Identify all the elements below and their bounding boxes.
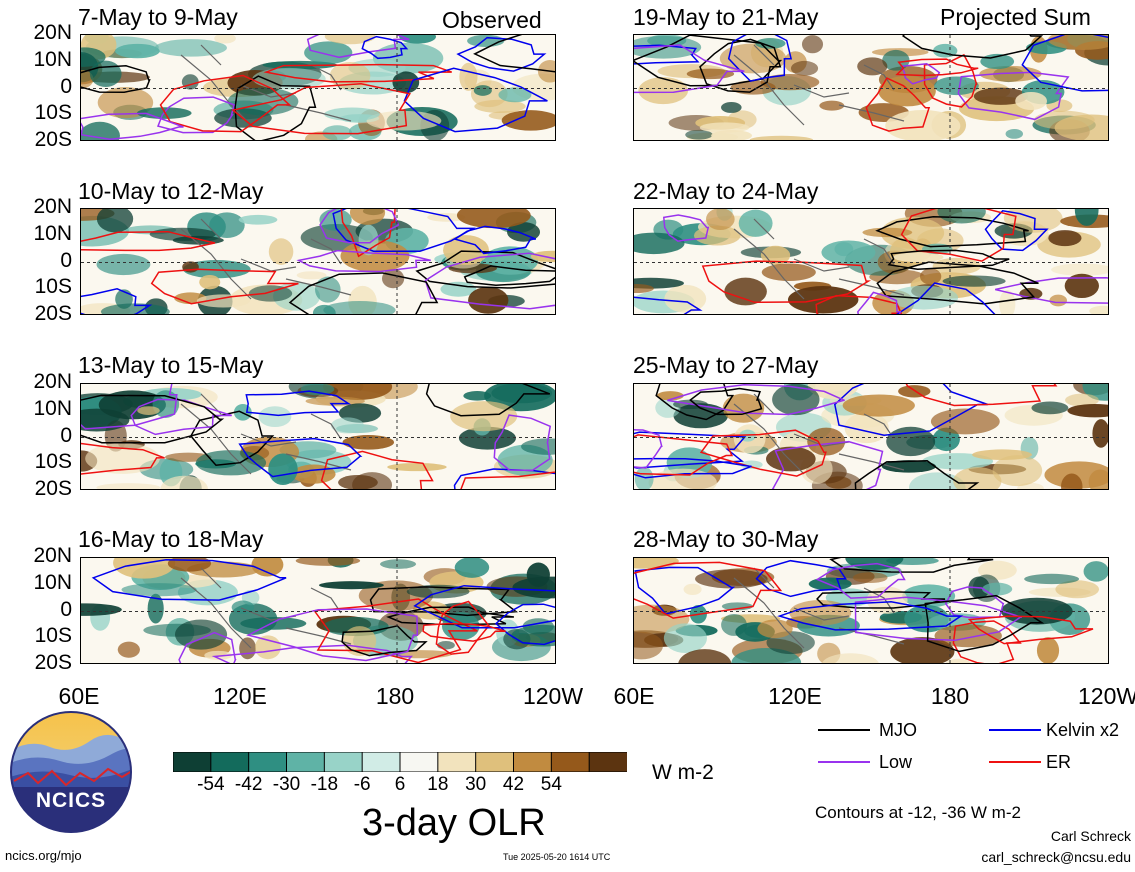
legend-label-low: Low <box>879 752 913 772</box>
observed-olr-map-3 <box>80 383 556 490</box>
lat-label: 10S <box>34 101 72 125</box>
logo-text: NCICS <box>35 789 107 812</box>
colorbar-swatch <box>399 752 439 772</box>
panel-title-obs-3: 13-May to 15-May <box>78 352 264 378</box>
contour-note: Contours at -12, -36 W m-2 <box>815 803 1021 822</box>
colorbar-swatch <box>550 752 591 772</box>
panel-title-obs-1: 7-May to 9-May <box>78 4 238 30</box>
lat-label: 10N <box>33 47 72 71</box>
colorbar-swatch <box>323 752 364 772</box>
lat-label: 20S <box>34 128 72 151</box>
colorbar-tick-label: 30 <box>465 774 487 795</box>
colorbar-tick-label: -30 <box>272 774 301 795</box>
legend-label-er: ER <box>1046 752 1072 772</box>
lat-label: 10S <box>34 624 72 648</box>
projected-olr-map-1 <box>633 34 1109 141</box>
colorbar-swatch <box>475 752 515 772</box>
lat-label: 10N <box>33 570 72 594</box>
lat-label: 20N <box>33 195 72 218</box>
colorbar-units: W m-2 <box>652 761 714 784</box>
observed-olr-map-2 <box>80 208 556 315</box>
colorbar-tick-label: -18 <box>310 774 339 795</box>
lon-label-right-2: 180 <box>930 683 970 709</box>
panel-title-obs-4: 16-May to 18-May <box>78 526 264 552</box>
lat-label: 20N <box>33 21 72 44</box>
lon-label-right-0: 60E <box>613 683 655 709</box>
lat-label: 20S <box>34 302 72 325</box>
colorbar-swatch <box>513 752 553 772</box>
colorbar-swatch <box>210 752 250 772</box>
olr-colorbar <box>173 752 627 772</box>
lon-label-left-3: 120W <box>522 683 584 709</box>
colorbar-tick-label: 54 <box>540 774 562 795</box>
projected-olr-map-2 <box>633 208 1109 315</box>
contour-legend: MJO Low Kelvin x2 ER <box>815 716 1135 786</box>
lat-label: 20N <box>33 544 72 567</box>
observed-olr-map-4 <box>80 557 556 664</box>
lat-label: 10N <box>33 221 72 245</box>
lon-label-left-1: 120E <box>213 683 267 709</box>
panel-title-obs-2: 10-May to 12-May <box>78 178 264 204</box>
colorbar-tick-label: 42 <box>502 774 525 795</box>
observed-olr-map-1 <box>80 34 556 141</box>
lon-label-left-0: 60E <box>58 683 100 709</box>
observed-label: Observed <box>442 7 542 33</box>
colorbar-tick-label: 6 <box>394 774 406 795</box>
colorbar-swatch <box>248 752 288 772</box>
projected-olr-map-4 <box>633 557 1109 664</box>
legend-label-kelvin: Kelvin x2 <box>1046 720 1120 740</box>
colorbar-swatch <box>173 752 212 772</box>
footer-url: ncics.org/mjo <box>5 848 82 863</box>
lat-label: 0 <box>60 248 72 272</box>
panel-title-proj-3: 25-May to 27-May <box>633 352 819 378</box>
panel-title-proj-4: 28-May to 30-May <box>633 526 819 552</box>
lat-label: 20S <box>34 477 72 500</box>
lat-label: 10S <box>34 275 72 299</box>
colorbar-swatch <box>437 752 477 772</box>
footer-email: carl_schreck@ncsu.edu <box>981 849 1131 865</box>
lat-label: 10N <box>33 396 72 420</box>
colorbar-swatch <box>588 752 627 772</box>
ncics-logo: NCICS <box>10 711 132 833</box>
projected-olr-map-3 <box>633 383 1109 490</box>
lat-label: 0 <box>60 423 72 447</box>
colorbar-swatch <box>361 752 401 772</box>
lat-label: 0 <box>60 597 72 621</box>
lon-label-left-2: 180 <box>375 683 415 709</box>
lat-label: 0 <box>60 74 72 98</box>
colorbar-tick-label: -54 <box>197 774 225 795</box>
colorbar-title: 3-day OLR <box>362 802 546 844</box>
lon-label-right-1: 120E <box>768 683 822 709</box>
colorbar-tick-label: -42 <box>234 774 263 795</box>
panel-title-proj-2: 22-May to 24-May <box>633 178 819 204</box>
lon-label-right-3: 120W <box>1078 683 1135 709</box>
lat-label: 20S <box>34 651 72 674</box>
colorbar-tick-label: -6 <box>353 774 371 795</box>
lat-label: 20N <box>33 370 72 393</box>
colorbar-tick-label: 18 <box>427 774 449 795</box>
footer-timestamp: Tue 2025-05-20 1614 UTC <box>503 852 611 862</box>
legend-label-mjo: MJO <box>879 720 917 740</box>
lat-label: 10S <box>34 450 72 474</box>
panel-title-proj-1: 19-May to 21-May <box>633 4 819 30</box>
footer-author: Carl Schreck <box>1050 828 1131 844</box>
colorbar-swatch <box>286 752 326 772</box>
projected-sum-label: Projected Sum <box>940 4 1091 30</box>
